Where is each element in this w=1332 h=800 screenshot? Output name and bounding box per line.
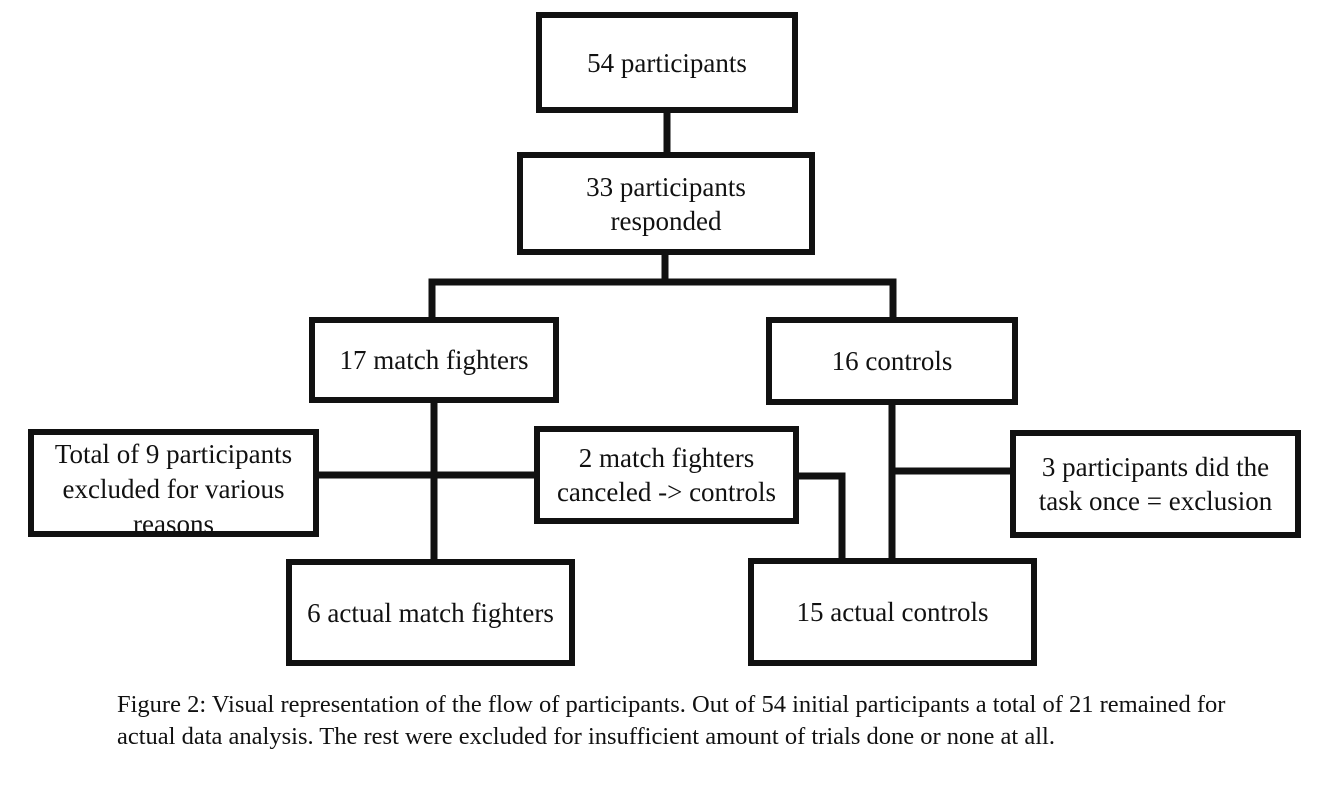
connector-canceled-to-actual-controls [799,472,846,558]
excluded-participants-box: Total of 9 participants excluded for var… [28,429,319,539]
task-once-exclusion-box: 3 participants did the task once = exclu… [1010,430,1301,538]
canceled-fighters-box: 2 match fighters canceled -> controls [534,426,799,524]
actual-match-fighters-box: 6 actual match fighters [286,559,575,666]
figure-caption: Figure 2: Visual representation of the f… [117,691,1226,750]
responded-participants-box: 33 participants responded [517,152,815,255]
connector-split-branches [428,278,897,317]
actual-controls-box: 15 actual controls [748,558,1037,666]
controls-box: 16 controls [766,317,1018,405]
total-participants-box: 54 participants [536,12,798,113]
match-fighters-box: 17 match fighters [309,317,559,403]
